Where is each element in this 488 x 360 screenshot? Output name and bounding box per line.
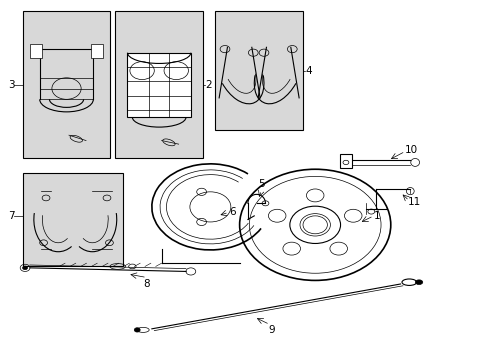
Text: 10: 10 <box>404 144 417 154</box>
Bar <box>22 173 122 266</box>
Text: 7: 7 <box>8 211 14 221</box>
Bar <box>22 12 110 158</box>
Text: 4: 4 <box>305 66 311 76</box>
Bar <box>91 44 103 58</box>
Bar <box>215 12 303 130</box>
Text: 8: 8 <box>143 279 150 289</box>
Text: 6: 6 <box>228 207 235 217</box>
Text: 9: 9 <box>267 325 274 335</box>
Circle shape <box>22 266 27 270</box>
Text: 2: 2 <box>205 80 212 90</box>
Bar <box>30 44 42 58</box>
Text: 1: 1 <box>373 211 380 221</box>
Bar <box>339 154 351 168</box>
Text: 11: 11 <box>407 197 420 207</box>
Bar <box>115 12 203 158</box>
Bar <box>127 53 190 117</box>
Text: 3: 3 <box>8 80 14 90</box>
Ellipse shape <box>415 280 422 284</box>
Text: 5: 5 <box>258 179 264 189</box>
Circle shape <box>134 328 140 332</box>
